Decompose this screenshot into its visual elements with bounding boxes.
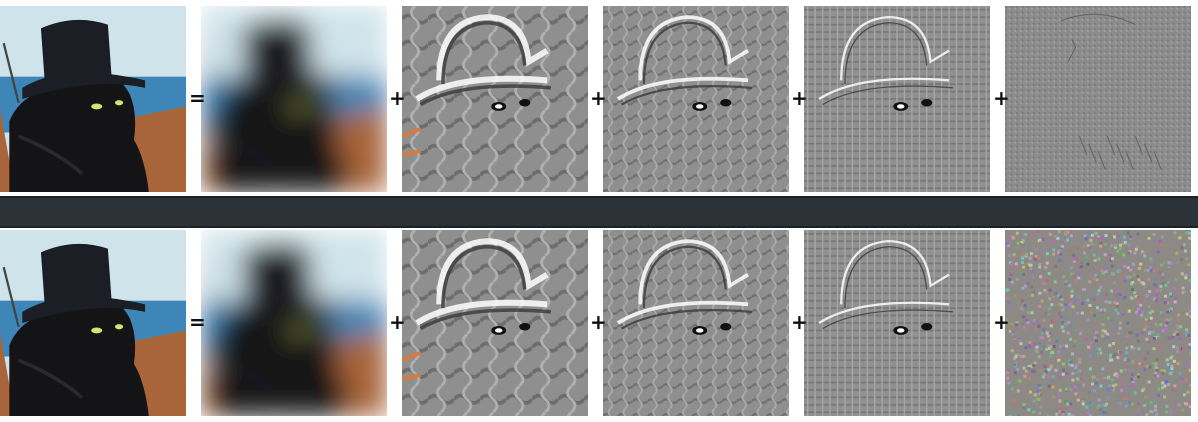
bottom-row-panel-bandpass-2	[603, 230, 789, 416]
bottom-row-panel-lowpass-blur	[201, 230, 387, 416]
bottom-row-plus-sign-4: +	[993, 312, 1009, 332]
fine-detail-band-icon	[804, 230, 990, 416]
cat-in-hat-photo-icon	[0, 6, 186, 192]
blurred-cat-photo-icon	[201, 230, 387, 416]
bottom-row-panel-bandpass-1	[402, 230, 588, 416]
bottom-row-plus-sign-1: +	[389, 312, 405, 332]
bottom-row-plus-sign-3: +	[791, 312, 807, 332]
bottom-row-panel-residual-noise	[1005, 230, 1191, 416]
cat-in-hat-photo-icon	[0, 230, 186, 416]
top-row-panel-bandpass-1	[402, 6, 588, 192]
bottom-row-equals-sign: =	[189, 312, 205, 332]
blurred-cat-photo-icon	[201, 6, 387, 192]
fine-detail-band-icon	[804, 6, 990, 192]
top-row-panel-lowpass-blur	[201, 6, 387, 192]
medium-detail-band-icon	[603, 230, 789, 416]
top-row-plus-sign-1: +	[389, 88, 405, 108]
coarse-detail-band-icon	[402, 230, 588, 416]
coarse-detail-band-icon	[402, 6, 588, 192]
bottom-row-plus-sign-2: +	[590, 312, 606, 332]
bottom-row-panel-bandpass-3	[804, 230, 990, 416]
medium-detail-band-icon	[603, 6, 789, 192]
top-row-panel-residual-highpass	[1005, 6, 1191, 192]
top-row-equals-sign: =	[189, 88, 205, 108]
top-row-plus-sign-2: +	[590, 88, 606, 108]
color-noise-band-icon	[1005, 230, 1191, 416]
top-row-plus-sign-4: +	[993, 88, 1009, 108]
bottom-row-panel-original-photo	[0, 230, 186, 416]
top-row-panel-bandpass-2	[603, 6, 789, 192]
top-row-panel-bandpass-3	[804, 6, 990, 192]
residual-edges-band-icon	[1005, 6, 1191, 192]
top-row-plus-sign-3: +	[791, 88, 807, 108]
top-row-panel-original-photo	[0, 6, 186, 192]
